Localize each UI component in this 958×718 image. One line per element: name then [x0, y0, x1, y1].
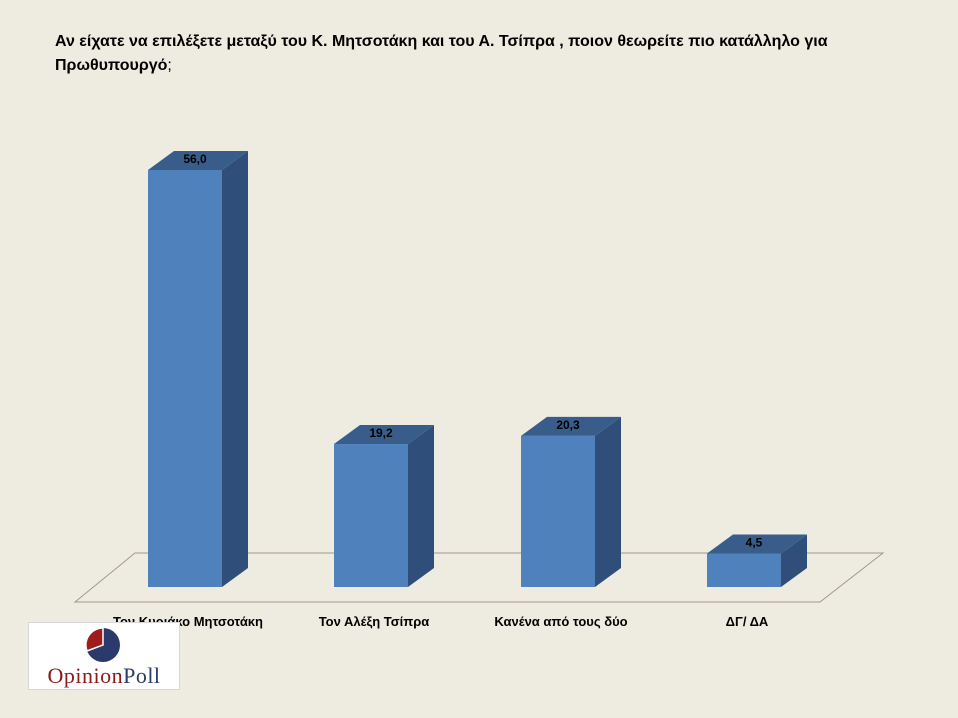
opinionpoll-logo: OpinionPoll — [28, 622, 180, 690]
pie-logo-icon — [85, 627, 120, 662]
data-label: 20,3 — [556, 418, 580, 432]
bar-side — [408, 425, 434, 587]
chart-title-text: Αν είχατε να επιλέξετε μεταξύ του Κ. Μητ… — [55, 33, 828, 74]
data-label: 19,2 — [369, 426, 393, 440]
bar-top — [148, 151, 248, 170]
bar-top — [334, 425, 434, 445]
chart-title-suffix: ; — [167, 57, 172, 74]
logo-wordmark: OpinionPoll — [29, 663, 179, 689]
logo-word-opinion: Opinion — [47, 663, 124, 688]
x-tick-label: ΔΓ/ ΔΑ — [726, 614, 769, 629]
bar-2: 19,2 — [334, 425, 434, 587]
bar-side — [595, 416, 621, 587]
x-tick-label: Τον Αλέξη Τσίπρα — [319, 614, 430, 629]
bar-front — [707, 553, 781, 587]
data-label: 56,0 — [183, 152, 207, 166]
bar-front — [148, 170, 222, 587]
x-tick-label: Κανένα από τους δύο — [494, 614, 627, 629]
data-label: 4,5 — [746, 535, 763, 549]
bar-top — [707, 534, 807, 554]
bar-front — [334, 444, 408, 587]
bar-side — [222, 151, 248, 587]
logo-word-poll: Poll — [123, 663, 161, 688]
bar-side — [781, 534, 807, 587]
bar-1: 56,0 — [148, 151, 248, 587]
bar-top — [521, 416, 621, 436]
chart-floor — [73, 552, 885, 603]
chart-title: Αν είχατε να επιλέξετε μεταξύ του Κ. Μητ… — [55, 30, 915, 78]
bar-4: 4,5 — [707, 534, 807, 587]
bars-group: 56,0 19,2 20,3 4,5 — [148, 151, 807, 587]
x-tick-labels: Τον Κυριάκο Μητσοτάκη Τον Αλέξη Τσίπρα Καν… — [113, 614, 769, 629]
bar-front — [521, 435, 595, 587]
bar-3: 20,3 — [521, 416, 621, 587]
